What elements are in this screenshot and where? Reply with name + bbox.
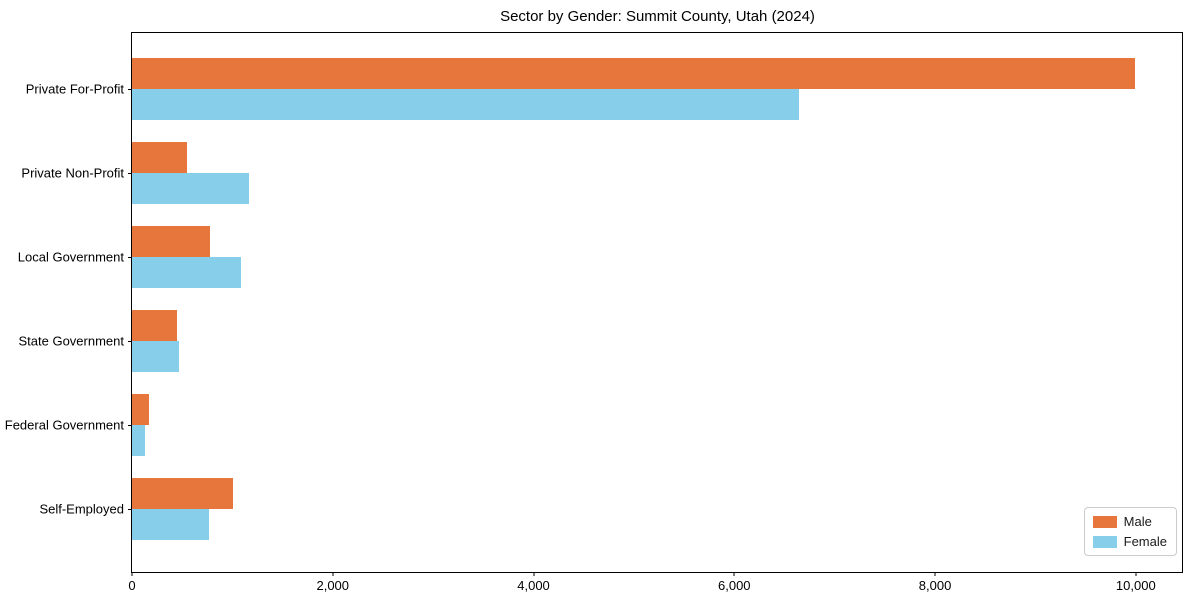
bar-male-0 bbox=[132, 57, 1135, 89]
bar-male-5 bbox=[132, 478, 234, 510]
bar-female-4 bbox=[132, 425, 146, 457]
y-tick-1 bbox=[128, 172, 132, 174]
chart-title: Sector by Gender: Summit County, Utah (2… bbox=[500, 8, 815, 25]
y-tick-2 bbox=[128, 256, 132, 258]
bar-group-3 bbox=[132, 310, 1182, 373]
legend: Male Female bbox=[1083, 507, 1177, 556]
y-tick-4 bbox=[128, 425, 132, 427]
x-tick-label-2: 4,000 bbox=[517, 578, 550, 593]
legend-label-male: Male bbox=[1123, 514, 1152, 529]
y-tick-0 bbox=[128, 88, 132, 90]
bar-group-1 bbox=[132, 141, 1182, 204]
x-tick-label-5: 10,000 bbox=[1115, 578, 1156, 593]
y-axis-label-2: Local Government bbox=[17, 249, 124, 265]
bar-male-3 bbox=[132, 310, 178, 342]
bar-male-4 bbox=[132, 394, 149, 426]
x-tick-4 bbox=[934, 572, 936, 576]
legend-swatch-female bbox=[1092, 535, 1117, 548]
legend-label-female: Female bbox=[1123, 534, 1167, 549]
bar-group-4 bbox=[132, 394, 1182, 457]
x-tick-label-3: 6,000 bbox=[718, 578, 751, 593]
bar-female-3 bbox=[132, 341, 179, 373]
x-tick-label-1: 2,000 bbox=[316, 578, 350, 593]
y-tick-5 bbox=[128, 509, 132, 511]
y-axis-label-0: Private For-Profit bbox=[25, 81, 124, 97]
bar-female-1 bbox=[132, 172, 250, 204]
x-tick-1 bbox=[332, 572, 334, 576]
x-tick-label-0: 0 bbox=[128, 578, 136, 593]
y-axis-label-3: State Government bbox=[18, 333, 125, 349]
x-tick-3 bbox=[733, 572, 735, 576]
y-tick-3 bbox=[128, 341, 132, 343]
bar-group-5 bbox=[132, 478, 1182, 541]
bar-group-2 bbox=[132, 225, 1182, 288]
bar-female-0 bbox=[132, 88, 799, 120]
x-tick-2 bbox=[533, 572, 535, 576]
y-axis-label-5: Self-Employed bbox=[39, 501, 124, 517]
bar-female-2 bbox=[132, 256, 242, 288]
legend-entry-male: Male bbox=[1092, 514, 1167, 529]
bar-female-5 bbox=[132, 509, 210, 541]
y-axis-label-1: Private Non-Profit bbox=[21, 165, 124, 181]
bar-male-2 bbox=[132, 225, 210, 257]
x-tick-5 bbox=[1135, 572, 1137, 576]
x-tick-0 bbox=[131, 572, 133, 576]
x-tick-label-4: 8,000 bbox=[918, 578, 952, 593]
plot-area: Male Female Private For-Profit Private Non… bbox=[5, 32, 1183, 593]
bar-male-1 bbox=[132, 141, 187, 173]
y-axis-label-4: Federal Government bbox=[4, 417, 124, 433]
legend-swatch-male bbox=[1092, 515, 1117, 528]
bar-group-0 bbox=[132, 57, 1182, 120]
legend-entry-female: Female bbox=[1092, 534, 1167, 549]
